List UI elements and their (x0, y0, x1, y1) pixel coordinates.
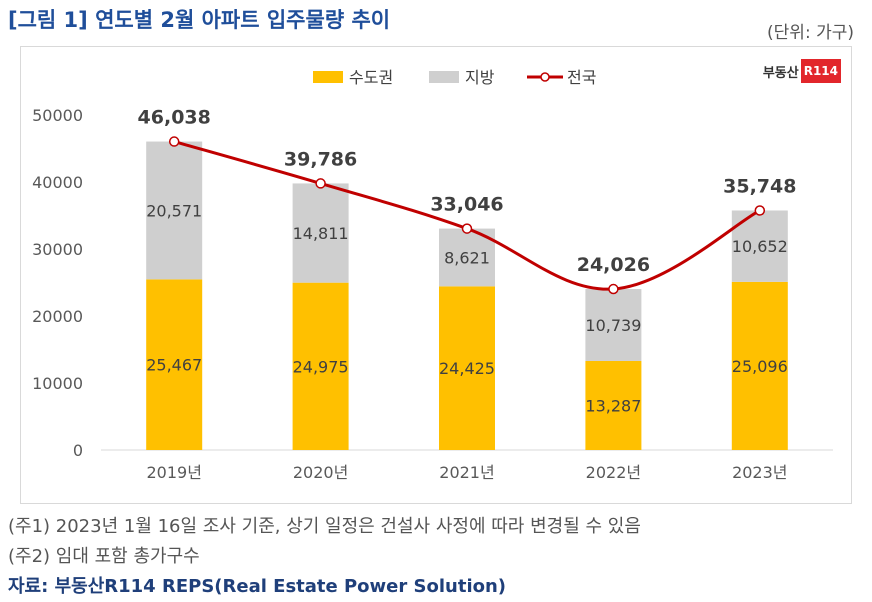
logo-badge: R114 (800, 59, 841, 83)
chart-title: [그림 1] 연도별 2월 아파트 입주물량 추이 (8, 8, 391, 32)
point-national (461, 223, 473, 234)
data-label-national: 35,748 (723, 175, 796, 197)
bar-capital (439, 286, 495, 450)
data-label-national: 39,786 (284, 148, 357, 170)
y-tick-label: 50000 (32, 106, 83, 125)
x-tick-label: 2022년 (586, 463, 641, 482)
data-label-regional: 10,739 (585, 316, 641, 335)
y-tick-label: 10000 (32, 374, 83, 393)
legend-marker-national (540, 72, 550, 82)
data-label-regional: 10,652 (732, 237, 788, 256)
note-1: (주1) 2023년 1월 16일 조사 기준, 상기 일정은 건설사 사정에 … (8, 516, 641, 537)
logo-text: 부동산 (762, 65, 799, 81)
y-tick-label: 0 (73, 441, 83, 460)
point-national (754, 205, 766, 216)
source-text: 자료: 부동산R114 REPS(Real Estate Power Solut… (8, 576, 507, 597)
chart-svg: 0 10000 20000 30000 40000 50000 25,467 20,571 20… (32, 68, 833, 482)
data-label-national: 46,038 (138, 107, 211, 129)
x-tick-label: 2021년 (439, 463, 494, 482)
data-label-capital: 13,287 (585, 396, 641, 415)
data-label-regional: 8,621 (444, 248, 490, 267)
legend-label-regional: 지방 (465, 68, 495, 87)
x-tick-label: 2020년 (293, 463, 348, 482)
unit-label: (단위: 가구) (767, 23, 854, 43)
data-label-national: 33,046 (430, 194, 503, 216)
bar-capital (146, 279, 203, 450)
point-national (608, 283, 619, 295)
data-label-capital: 24,425 (439, 359, 495, 378)
legend-label-capital: 수도권 (349, 68, 393, 87)
data-label-national: 24,026 (577, 254, 650, 276)
chart-container: 0 10000 20000 30000 40000 50000 25,467 20,571 20… (20, 46, 852, 504)
data-label-capital: 24,975 (293, 357, 349, 376)
point-national (168, 136, 180, 147)
bar-capital (585, 360, 642, 450)
note-2: (주2) 임대 포함 총가구수 (8, 546, 200, 567)
point-national (315, 178, 326, 189)
bar-capital (292, 282, 349, 450)
legend-swatch-regional (429, 71, 459, 83)
y-tick-label: 20000 (32, 307, 83, 326)
x-tick-label: 2019년 (146, 463, 201, 482)
data-label-regional: 14,811 (293, 224, 349, 243)
bar-capital (731, 281, 788, 450)
y-tick-label: 30000 (32, 240, 83, 259)
data-label-capital: 25,096 (732, 357, 788, 376)
data-label-capital: 25,467 (146, 356, 202, 375)
bar-regional (292, 183, 349, 283)
bar-regional (585, 289, 642, 361)
data-label-regional: 20,571 (146, 201, 202, 220)
bar-regional (146, 141, 203, 280)
y-tick-label: 40000 (32, 173, 83, 192)
legend-label-national: 전국 (567, 68, 596, 87)
legend-swatch-capital (313, 71, 343, 83)
logo: 부동산 R114 (763, 59, 841, 83)
x-tick-label: 2023년 (732, 463, 787, 482)
